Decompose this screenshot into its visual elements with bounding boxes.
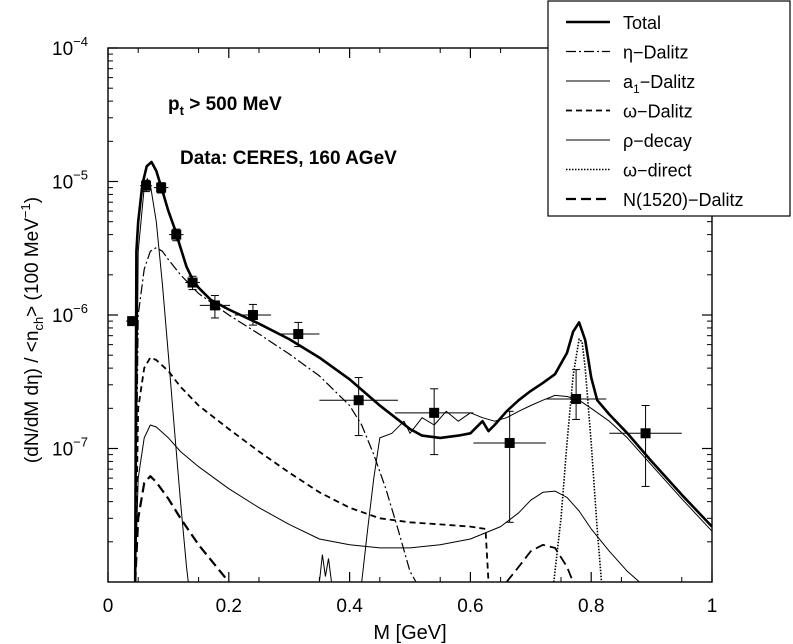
- data-marker: [156, 182, 167, 193]
- y-tick-label: 10−4: [52, 34, 88, 60]
- curve-segment-0: [134, 177, 189, 582]
- legend-label: ρ−decay: [623, 131, 692, 151]
- data-marker: [353, 395, 364, 406]
- data-point: [609, 404, 682, 487]
- x-axis-label: M [GeV]: [373, 622, 446, 644]
- cut-annotation: pt > 500 MeV: [168, 94, 282, 118]
- series-line-2: [361, 394, 712, 582]
- y-tick-label: 10−5: [52, 168, 88, 194]
- data-point: [153, 182, 169, 194]
- data-marker: [187, 277, 198, 288]
- data-marker: [127, 316, 138, 327]
- legend-label: ω−Dalitz: [623, 102, 693, 122]
- data-point: [185, 275, 200, 291]
- data-marker: [247, 310, 258, 320]
- series-line-0: [133, 160, 712, 582]
- data-point: [277, 321, 320, 348]
- legend-label: a1−Dalitz: [623, 72, 695, 96]
- data-point: [234, 303, 272, 326]
- data-point: [545, 369, 607, 420]
- data-marker: [640, 428, 651, 439]
- data-point: [140, 179, 153, 193]
- data-marker: [429, 407, 440, 418]
- series-line-5: [553, 338, 603, 582]
- data-point: [394, 388, 474, 456]
- legend-label: Total: [623, 13, 661, 33]
- y-axis-label: (dN/dM dη) / <nch> (100 MeV−1): [18, 197, 46, 463]
- legend-label: η−Dalitz: [623, 43, 689, 63]
- x-tick-label: 0.6: [457, 596, 483, 617]
- curves-layer: [133, 160, 712, 582]
- y-tick-label: 10−7: [52, 435, 88, 461]
- legend-box: [547, 0, 791, 217]
- curve-segment-1: [318, 554, 332, 582]
- data-marker: [141, 180, 152, 191]
- curve-segment-2: [505, 543, 574, 582]
- series-line-4: [134, 424, 640, 582]
- x-tick-label: 0.2: [216, 596, 242, 617]
- series-line-6: [134, 475, 230, 582]
- y-tick-label: 10−6: [52, 301, 88, 327]
- series-line-1: [134, 247, 417, 582]
- data-point: [199, 294, 231, 319]
- annotations: pt > 500 MeV Data: CERES, 160 AGeV: [168, 94, 397, 169]
- series-line-3: [134, 356, 490, 582]
- data-point: [169, 228, 184, 242]
- data-marker: [171, 229, 182, 240]
- legend-label: ω−direct: [623, 161, 692, 181]
- x-tick-label: 1: [707, 596, 718, 617]
- legend-label: N(1520)−Dalitz: [623, 190, 744, 210]
- data-point: [473, 410, 546, 523]
- x-tick-label: 0.8: [578, 596, 604, 617]
- data-marker: [293, 329, 304, 340]
- data-marker: [504, 437, 515, 448]
- x-tick-label: 0.4: [336, 596, 363, 617]
- legend: Total η−Dalitz a1−Dalitz ω−Dalitz ρ−decay ω−d…: [547, 0, 791, 217]
- x-tick-label: 0: [103, 596, 114, 617]
- data-point: [319, 377, 398, 437]
- data-marker: [209, 300, 220, 311]
- data-marker: [571, 393, 582, 404]
- data-point: [126, 316, 139, 327]
- data-source-annotation: Data: CERES, 160 AGeV: [180, 148, 397, 169]
- data-points-layer: [126, 179, 682, 523]
